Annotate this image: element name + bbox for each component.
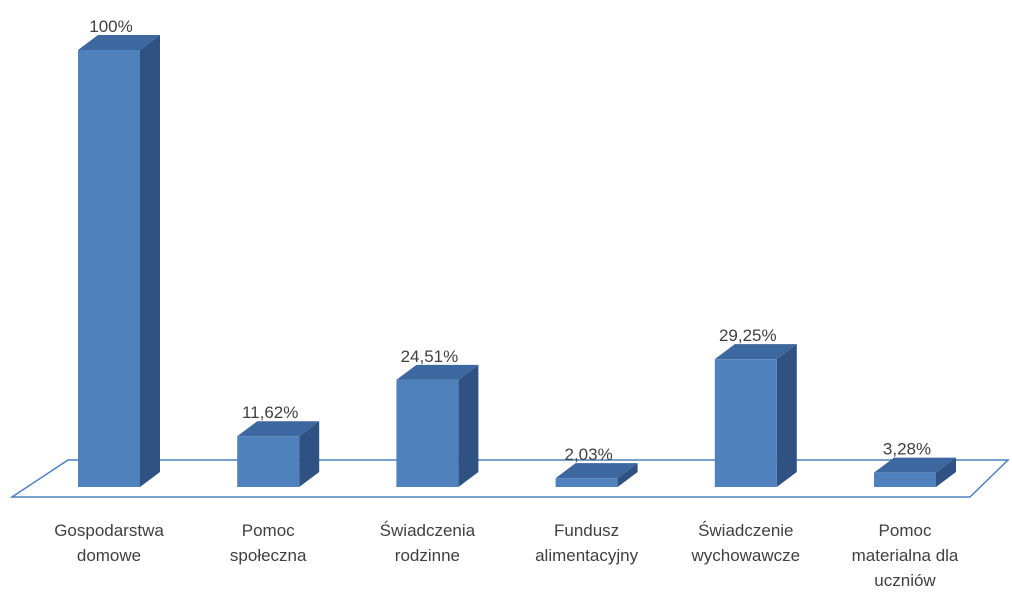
bar-side <box>458 364 479 487</box>
bar <box>396 379 459 487</box>
bar-side <box>936 457 956 487</box>
bar-side <box>617 463 638 487</box>
bar-top <box>555 463 638 479</box>
data-label: 11,62% <box>242 403 298 422</box>
x-tick-label: Świadczenie wychowawcze <box>690 521 800 565</box>
bar-top <box>237 421 320 437</box>
floor <box>9 459 1010 498</box>
bar <box>237 436 300 487</box>
x-tick-label: Pomoc społeczna <box>230 521 307 565</box>
data-label: 100% <box>89 17 132 36</box>
bar-top <box>874 457 956 473</box>
bar-top <box>714 344 797 360</box>
data-label: 3,28% <box>883 440 931 459</box>
bar-side <box>140 35 160 487</box>
bar <box>78 50 140 487</box>
bar-top <box>78 35 160 50</box>
data-label: 24,51% <box>401 347 459 366</box>
x-tick-label: Gospodarstwa domowe <box>54 521 164 565</box>
x-tick-label: Świadczenia rodzinne <box>380 521 476 565</box>
bar-top <box>396 364 479 380</box>
bar-side <box>299 421 320 487</box>
x-tick-label: Fundusz alimentacyjny <box>535 521 638 565</box>
bar <box>714 359 777 487</box>
data-label: 2,03% <box>564 445 612 464</box>
x-tick-label: Pomoc materialna dla uczniów <box>852 521 959 590</box>
bar <box>555 478 618 487</box>
data-label: 29,25% <box>719 326 777 345</box>
bar-side <box>776 344 797 487</box>
bar <box>874 472 936 487</box>
